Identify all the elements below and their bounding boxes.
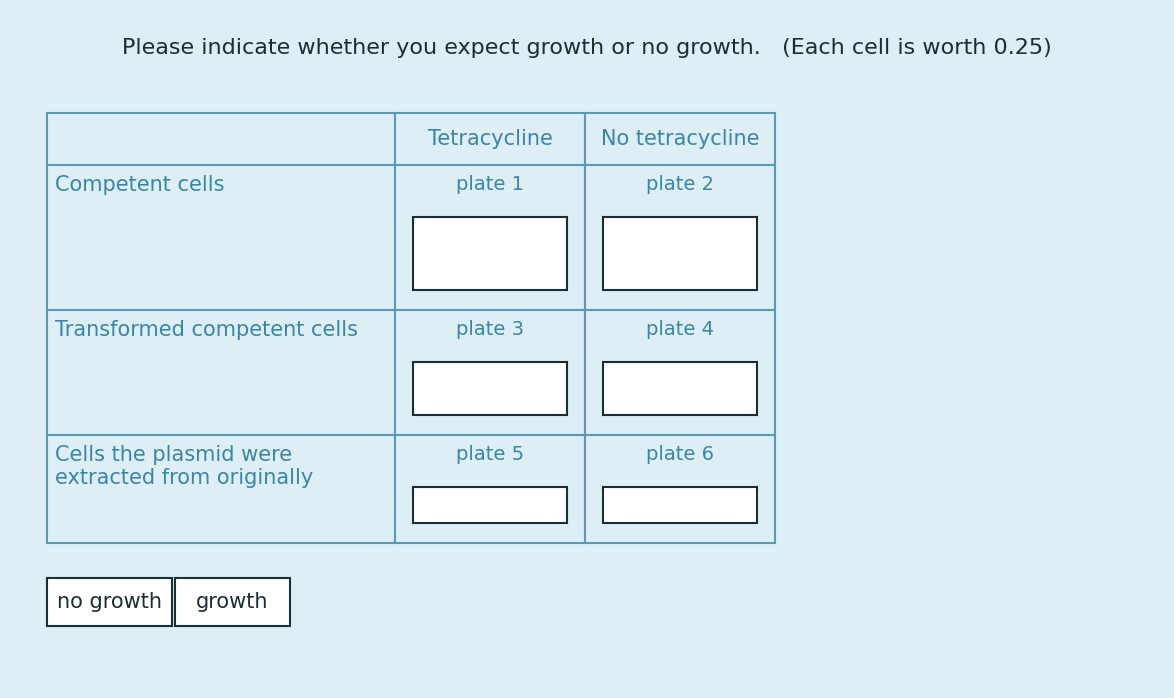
Bar xyxy=(603,217,757,290)
Text: Competent cells: Competent cells xyxy=(55,175,224,195)
Text: plate 2: plate 2 xyxy=(646,175,714,194)
Bar xyxy=(585,435,775,543)
Bar xyxy=(175,578,290,626)
Text: Tetracycline: Tetracycline xyxy=(427,129,553,149)
Bar xyxy=(47,578,173,626)
Bar xyxy=(394,435,585,543)
Bar xyxy=(413,217,567,290)
Bar xyxy=(413,487,567,523)
Bar xyxy=(603,362,757,415)
Text: plate 5: plate 5 xyxy=(456,445,524,464)
Text: Transformed competent cells: Transformed competent cells xyxy=(55,320,358,340)
Bar xyxy=(47,435,394,543)
Bar xyxy=(394,310,585,435)
Bar xyxy=(413,362,567,415)
Bar xyxy=(394,113,585,165)
Bar xyxy=(47,165,394,310)
Text: growth: growth xyxy=(196,592,269,612)
Bar xyxy=(585,113,775,165)
Text: Cells the plasmid were
extracted from originally: Cells the plasmid were extracted from or… xyxy=(55,445,313,488)
Bar xyxy=(394,165,585,310)
Text: Please indicate whether you expect growth or no growth.   (Each cell is worth 0.: Please indicate whether you expect growt… xyxy=(122,38,1052,58)
Bar xyxy=(585,310,775,435)
Text: No tetracycline: No tetracycline xyxy=(601,129,760,149)
Text: plate 4: plate 4 xyxy=(646,320,714,339)
Text: no growth: no growth xyxy=(58,592,162,612)
Bar xyxy=(47,113,394,165)
Text: plate 3: plate 3 xyxy=(456,320,524,339)
Bar xyxy=(47,310,394,435)
Bar xyxy=(603,487,757,523)
Text: plate 6: plate 6 xyxy=(646,445,714,464)
Bar xyxy=(585,165,775,310)
Text: plate 1: plate 1 xyxy=(456,175,524,194)
